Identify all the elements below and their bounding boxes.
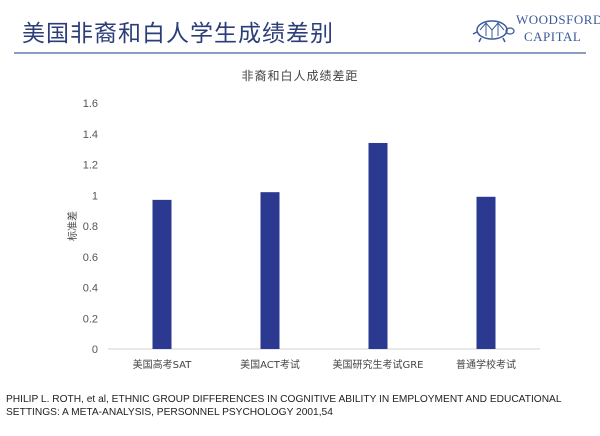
- y-tick-label: 0.2: [83, 313, 98, 325]
- x-tick-label: 美国研究生考试GRE: [332, 358, 423, 371]
- y-tick-label: 0.4: [83, 283, 98, 295]
- citation-line2: SETTINGS: A META-ANALYSIS, PERSONNEL PSY…: [6, 407, 333, 418]
- citation: PHILIP L. ROTH, et al, ETHNIC GROUP DIFF…: [6, 393, 596, 419]
- slide-title: 美国非裔和白人学生成绩差别: [22, 21, 334, 47]
- y-axis-label: 标准差: [66, 211, 79, 241]
- logo-text-line2: CAPITAL: [524, 29, 582, 44]
- y-axis-ticks: 0 0.2 0.4 0.6 0.8 1 1.2 1.4 1.6: [83, 98, 98, 356]
- y-tick-label: 1.4: [83, 129, 98, 141]
- y-tick-label: 1.6: [83, 98, 98, 110]
- y-tick-label: 0.8: [83, 221, 98, 233]
- bar: [260, 192, 280, 349]
- company-logo: WOODSFORD CAPITAL: [472, 12, 600, 48]
- y-tick-label: 0: [92, 344, 98, 356]
- bar: [152, 199, 172, 349]
- logo-text-line1: WOODSFORD: [516, 12, 600, 27]
- citation-line1: PHILIP L. ROTH, et al, ETHNIC GROUP DIFF…: [6, 394, 562, 405]
- bar-chart: 非裔和白人成绩差距 标准差 0 0.2 0.4 0.6 0.8 1 1.2 1.4 1.6 美国…: [66, 68, 540, 371]
- bar: [476, 196, 496, 349]
- x-tick-label: 美国ACT考试: [240, 358, 300, 371]
- x-tick-label: 美国高考SAT: [133, 358, 193, 371]
- tortoise-icon: [472, 20, 515, 43]
- x-tick-label: 普通学校考试: [456, 358, 516, 371]
- chart-title: 非裔和白人成绩差距: [241, 68, 358, 83]
- y-tick-label: 0.6: [83, 252, 98, 264]
- x-axis-ticks: 美国高考SAT 美国ACT考试 美国研究生考试GRE 普通学校考试: [133, 358, 516, 371]
- y-tick-label: 1: [92, 190, 98, 202]
- bar: [368, 142, 388, 349]
- bar-series: [152, 142, 496, 349]
- title-divider: [14, 52, 586, 54]
- y-tick-label: 1.2: [83, 160, 98, 172]
